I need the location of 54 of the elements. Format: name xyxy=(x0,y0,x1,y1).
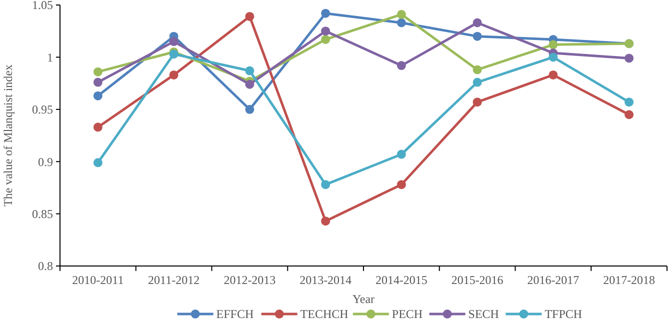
point xyxy=(245,66,254,76)
point xyxy=(624,110,634,120)
point xyxy=(321,216,330,226)
point xyxy=(472,78,482,87)
point xyxy=(396,18,406,28)
x-tick-label: 2012-2013 xyxy=(224,273,276,287)
y-tick-label: 0.95 xyxy=(32,102,53,117)
point xyxy=(472,32,482,41)
x-tick-label: 2015-2016 xyxy=(451,273,504,287)
x-tick-label: 2017-2018 xyxy=(603,273,656,287)
point xyxy=(245,12,254,21)
x-tick-label: 2013-2014 xyxy=(300,273,352,287)
point xyxy=(245,80,254,89)
point xyxy=(396,10,406,19)
legend-label: TFPCH xyxy=(544,307,582,321)
point xyxy=(169,37,178,46)
x-tick-label: 2016-2017 xyxy=(527,273,580,287)
y-axis-title: The value of Mlanquist index xyxy=(1,64,15,206)
y-tick-label: 0.85 xyxy=(32,207,53,221)
point xyxy=(93,78,102,87)
point xyxy=(321,180,330,190)
point xyxy=(472,98,482,107)
point xyxy=(245,104,254,114)
point xyxy=(472,18,482,28)
point xyxy=(169,50,178,59)
point xyxy=(548,52,558,62)
legend-label: TECHCH xyxy=(300,307,349,321)
point xyxy=(396,61,406,70)
y-tick-label: 1.05 xyxy=(32,0,53,12)
point xyxy=(321,8,330,18)
x-tick-label: 2011-2012 xyxy=(148,273,200,287)
point xyxy=(396,180,406,190)
point xyxy=(321,34,330,44)
point xyxy=(93,122,102,132)
point xyxy=(548,70,558,80)
x-tick-label: 2010-2011 xyxy=(72,273,124,287)
legend-label: PECH xyxy=(392,307,423,321)
point xyxy=(93,158,102,168)
point xyxy=(93,67,102,76)
y-tick-label: 0.8 xyxy=(38,259,53,274)
point xyxy=(548,40,558,50)
point xyxy=(321,26,330,36)
point xyxy=(624,98,634,107)
x-tick-label: 2014-2015 xyxy=(375,273,428,287)
x-axis-title: Year xyxy=(352,292,375,306)
y-tick-label: 0.9 xyxy=(38,154,53,169)
point xyxy=(472,65,482,74)
legend-label: SECH xyxy=(468,307,500,321)
point xyxy=(93,91,102,100)
y-tick-label: 1 xyxy=(47,50,53,64)
point xyxy=(624,54,634,63)
point xyxy=(396,150,406,159)
point xyxy=(169,70,178,80)
legend-label: EFFCH xyxy=(216,307,254,321)
